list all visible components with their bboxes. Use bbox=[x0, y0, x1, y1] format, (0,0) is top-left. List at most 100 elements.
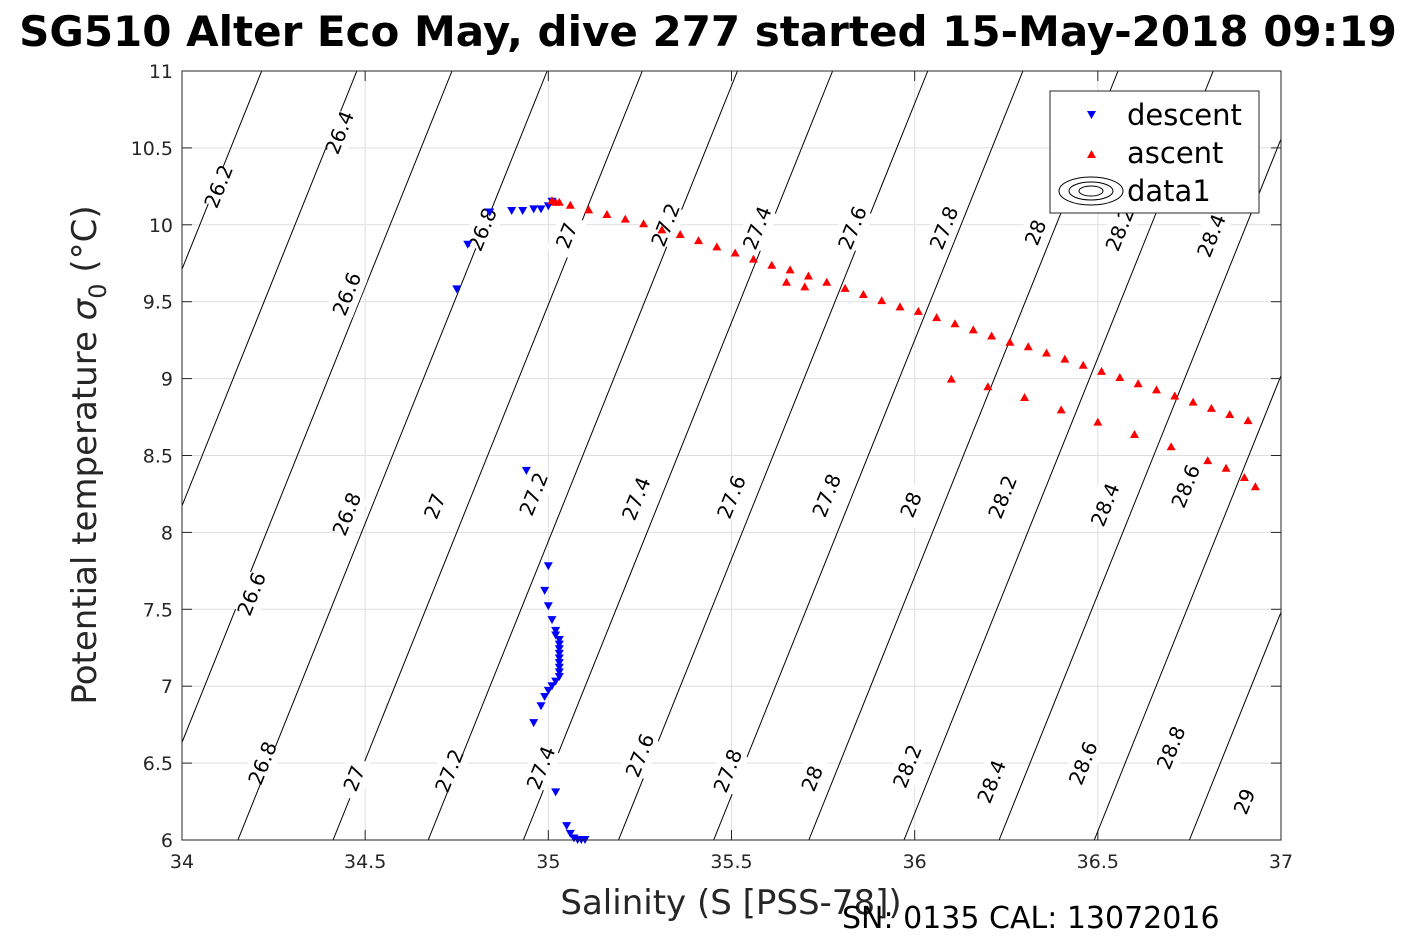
contour-label-bg bbox=[806, 471, 848, 520]
descent-point bbox=[554, 645, 564, 654]
ascent-point bbox=[657, 225, 667, 234]
ascent-point bbox=[620, 214, 630, 223]
descent-point bbox=[540, 586, 550, 595]
ascent-point bbox=[800, 282, 810, 291]
descent-point bbox=[529, 719, 539, 728]
ascent-point bbox=[639, 219, 649, 228]
legend-contour-icon bbox=[1058, 176, 1124, 206]
ascent-point bbox=[932, 313, 942, 322]
legend-descent-marker bbox=[1087, 111, 1096, 119]
legend-ascent-marker bbox=[1087, 150, 1096, 158]
contour-label-bg bbox=[198, 162, 240, 211]
descent-point bbox=[536, 702, 546, 711]
contour-label-bg bbox=[711, 473, 752, 521]
descent-point bbox=[551, 677, 561, 686]
ascent-point bbox=[1020, 393, 1030, 402]
descent-point bbox=[554, 672, 564, 681]
contour-line bbox=[1093, 374, 1281, 840]
ascent-point bbox=[946, 374, 956, 383]
ascent-point bbox=[1056, 405, 1066, 414]
y-tick-label: 11 bbox=[149, 61, 173, 83]
y-axis-label-symbol: σ bbox=[65, 297, 105, 320]
contour-label-bg bbox=[645, 201, 687, 249]
contour-label-bg bbox=[615, 474, 657, 523]
contour-label-bg bbox=[513, 470, 555, 518]
ascent-point bbox=[1170, 391, 1180, 400]
contour-label-bg bbox=[736, 204, 778, 252]
contour-label-bg bbox=[333, 754, 375, 803]
descent-point bbox=[547, 682, 557, 691]
contour-label-bg bbox=[791, 754, 833, 803]
ascent-point bbox=[1225, 409, 1235, 418]
contour-line bbox=[1188, 610, 1281, 840]
ascent-point bbox=[1188, 397, 1198, 406]
y-tick-label: 9 bbox=[161, 369, 173, 391]
ascent-point bbox=[1166, 442, 1176, 451]
ascent-point bbox=[1023, 342, 1033, 351]
legend-data1-label: data1 bbox=[1127, 174, 1211, 208]
contour-label-bg bbox=[1099, 205, 1141, 254]
ascent-point bbox=[1239, 473, 1249, 482]
descent-point bbox=[543, 562, 553, 571]
contour-label-bg bbox=[886, 742, 928, 790]
contour-label-bg bbox=[1165, 462, 1207, 511]
y-tick-label: 10.5 bbox=[131, 138, 173, 160]
contour-label-bg bbox=[831, 204, 873, 252]
data-series bbox=[452, 196, 1260, 844]
contour-label-bg bbox=[707, 747, 749, 795]
contour-label-bg bbox=[242, 739, 284, 787]
x-tick-label: 35.5 bbox=[710, 851, 752, 873]
contour-label-bg bbox=[1223, 777, 1265, 826]
descent-point bbox=[463, 240, 473, 249]
contour-label-bg bbox=[231, 570, 273, 618]
ascent-point bbox=[987, 331, 997, 340]
y-axis-label: Potential temperature σ0 (°C) bbox=[65, 205, 112, 704]
contour-line bbox=[332, 71, 643, 840]
ascent-point bbox=[895, 302, 905, 311]
ascent-point bbox=[968, 325, 978, 334]
ascent-point bbox=[822, 277, 832, 286]
descent-point bbox=[507, 206, 517, 215]
ascent-point bbox=[1093, 417, 1103, 426]
ascent-point bbox=[1005, 337, 1015, 346]
descent-point bbox=[518, 206, 528, 215]
contour-label-bg bbox=[923, 204, 965, 252]
y-tick-label: 6.5 bbox=[143, 753, 173, 775]
ascent-point bbox=[1206, 403, 1216, 412]
y-tick-label: 10 bbox=[149, 215, 173, 237]
ascent-point bbox=[584, 205, 594, 214]
descent-point bbox=[554, 659, 564, 668]
contour-label-bg bbox=[319, 108, 360, 157]
contour-label-bg bbox=[890, 480, 932, 529]
contour-label-bg bbox=[971, 757, 1013, 806]
x-axis-label: Salinity (S [PSS-78]) bbox=[560, 883, 901, 923]
ascent-point bbox=[1129, 429, 1139, 438]
series-ascent bbox=[547, 196, 1260, 491]
ascent-point bbox=[1221, 463, 1231, 472]
contour-label-bg bbox=[520, 743, 562, 792]
descent-point bbox=[565, 829, 575, 838]
descent-point bbox=[554, 668, 564, 677]
x-tick-label: 34.5 bbox=[344, 851, 386, 873]
ascent-point bbox=[730, 248, 740, 257]
y-tick-label: 8.5 bbox=[143, 446, 173, 468]
contour-line bbox=[1285, 71, 1417, 840]
ascent-point bbox=[767, 260, 777, 269]
contour-label-bg bbox=[461, 205, 503, 254]
legend-box bbox=[1049, 90, 1260, 214]
ascent-point bbox=[1203, 456, 1213, 465]
ascent-point bbox=[554, 197, 564, 206]
ascent-point bbox=[675, 230, 685, 239]
contour-line bbox=[618, 71, 929, 840]
descent-point bbox=[536, 205, 546, 214]
contour-label-bg bbox=[1084, 480, 1126, 529]
legend-ascent-label: ascent bbox=[1127, 136, 1223, 170]
ascent-point bbox=[712, 242, 722, 251]
y-axis-label-unit: (°C) bbox=[65, 205, 105, 283]
descent-point bbox=[529, 205, 539, 214]
contour-label-bg bbox=[1015, 208, 1057, 257]
contour-line bbox=[182, 71, 358, 508]
ascent-point bbox=[983, 382, 993, 391]
ascent-point bbox=[1060, 354, 1070, 363]
